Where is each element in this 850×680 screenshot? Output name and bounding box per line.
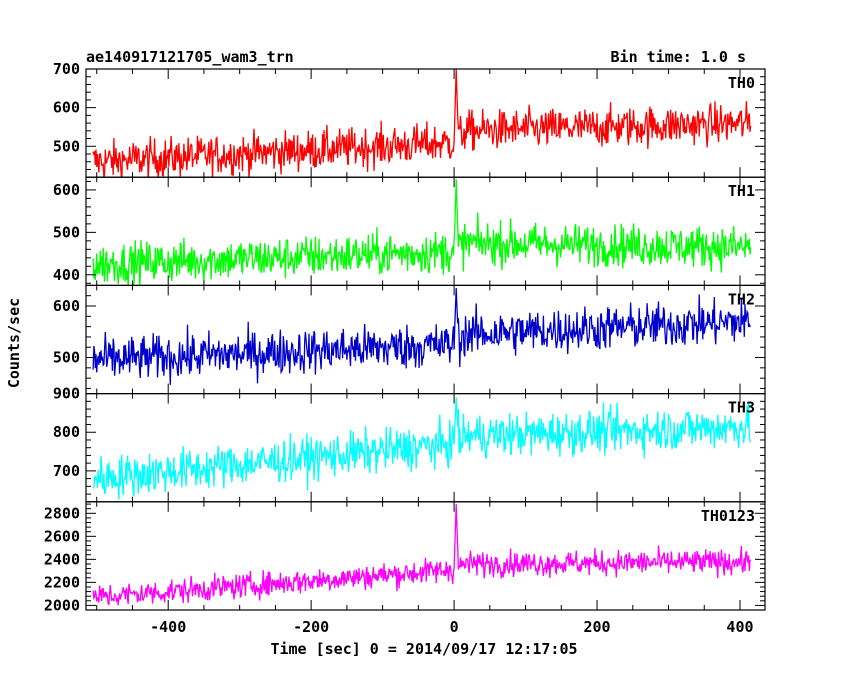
y-tick-label: 900 <box>53 385 80 403</box>
y-tick-label: 2800 <box>44 504 80 522</box>
y-tick-label: 500 <box>53 349 80 367</box>
y-tick-label: 2000 <box>44 596 80 614</box>
panel-th0123: TH0123 2000 2200 2400 2600 2800 <box>44 501 766 614</box>
panels-group: TH0 500 600 700 TH1 400 500 600 TH2 500 600 TH3 700 8… <box>44 60 766 636</box>
panel-name-label: TH2 <box>728 290 755 308</box>
series-line-th0123 <box>92 504 752 606</box>
y-tick-label: 500 <box>53 223 80 241</box>
x-tick-label: -400 <box>150 618 186 636</box>
panel-th0: TH0 500 600 700 <box>53 60 766 178</box>
y-tick-label: 500 <box>53 137 80 155</box>
panel-name-label: TH3 <box>728 399 755 417</box>
y-tick-label: 400 <box>53 266 80 284</box>
panel-name-label: TH0 <box>728 74 755 92</box>
panel-th1: TH1 400 500 600 <box>53 176 766 286</box>
y-tick-label: 700 <box>53 60 80 78</box>
y-tick-label: 2400 <box>44 550 80 568</box>
series-line-th3 <box>92 397 752 500</box>
y-tick-label: 2600 <box>44 527 80 545</box>
panel-th3: TH3 700 800 900 <box>53 385 766 503</box>
y-axis-label: Counts/sec <box>5 298 23 388</box>
y-tick-label: 700 <box>53 462 80 480</box>
panel-th2: TH2 500 600 <box>53 284 766 395</box>
x-tick-label: 200 <box>583 618 610 636</box>
y-tick-label: 800 <box>53 423 80 441</box>
panel-name-label: TH1 <box>728 182 755 200</box>
x-tick-label: 0 <box>450 618 459 636</box>
series-line-th1 <box>92 179 752 286</box>
y-tick-label: 600 <box>53 297 80 315</box>
x-tick-label: 400 <box>726 618 753 636</box>
series-line-th2 <box>92 287 752 385</box>
x-tick-label: -200 <box>293 618 329 636</box>
chart-title: ae140917121705_wam3_trn <box>86 48 294 66</box>
panel-name-label: TH0123 <box>701 507 755 525</box>
y-tick-label: 600 <box>53 181 80 199</box>
x-axis-label: Time [sec] 0 = 2014/09/17 12:17:05 <box>270 640 577 658</box>
bin-time-label: Bin time: 1.0 s <box>611 48 746 66</box>
y-tick-label: 2200 <box>44 573 80 591</box>
y-tick-label: 600 <box>53 99 80 117</box>
panel-frame <box>85 501 766 611</box>
series-line-th0 <box>92 69 752 178</box>
